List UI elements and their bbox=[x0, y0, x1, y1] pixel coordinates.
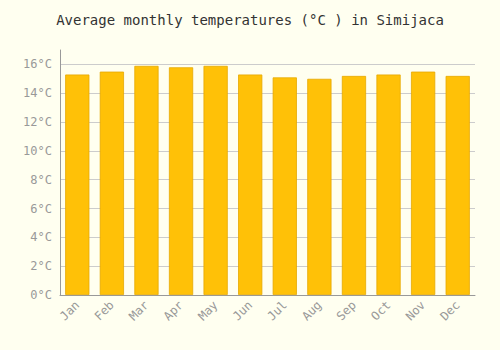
svg-text:8°C: 8°C bbox=[30, 173, 52, 187]
svg-text:4°C: 4°C bbox=[30, 230, 52, 244]
svg-text:Apr: Apr bbox=[161, 298, 186, 323]
svg-text:May: May bbox=[195, 298, 220, 323]
svg-text:Dec: Dec bbox=[437, 298, 462, 323]
svg-text:Jan: Jan bbox=[57, 298, 82, 323]
svg-text:Oct: Oct bbox=[368, 298, 393, 323]
svg-text:2°C: 2°C bbox=[30, 259, 52, 273]
svg-text:12°C: 12°C bbox=[23, 115, 52, 129]
svg-text:Sep: Sep bbox=[334, 298, 359, 323]
svg-text:Jul: Jul bbox=[265, 298, 290, 323]
svg-text:6°C: 6°C bbox=[30, 202, 52, 216]
svg-text:Nov: Nov bbox=[403, 298, 428, 323]
svg-text:Jun: Jun bbox=[230, 298, 255, 323]
svg-text:Mar: Mar bbox=[126, 298, 151, 323]
svg-text:Aug: Aug bbox=[299, 298, 324, 323]
svg-text:14°C: 14°C bbox=[23, 86, 52, 100]
svg-text:16°C: 16°C bbox=[23, 57, 52, 71]
svg-text:Average monthly temperatures (: Average monthly temperatures (°C ) in Si… bbox=[56, 12, 444, 28]
svg-text:10°C: 10°C bbox=[23, 144, 52, 158]
svg-text:Feb: Feb bbox=[92, 298, 117, 323]
svg-text:0°C: 0°C bbox=[30, 288, 52, 302]
